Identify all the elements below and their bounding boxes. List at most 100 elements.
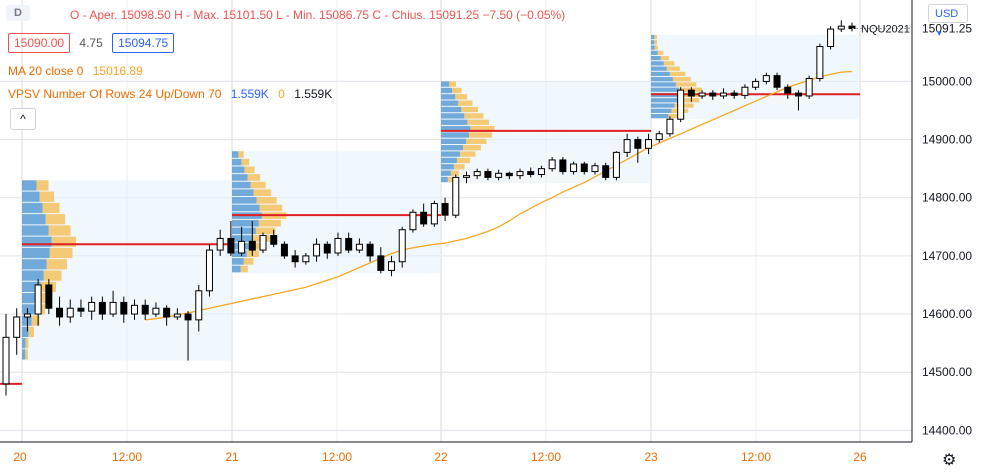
candle-body: [730, 92, 738, 96]
x-tick-label: 23: [644, 450, 658, 464]
volume-bar-up: [22, 247, 50, 259]
x-tick-label: 12:00: [322, 450, 352, 464]
gear-icon[interactable]: ⚙: [942, 452, 957, 469]
candle-body: [495, 172, 503, 178]
volume-bar-up: [441, 145, 463, 151]
candle-body: [56, 307, 64, 318]
candle-body: [34, 284, 42, 315]
volume-bar-up: [232, 265, 241, 273]
candle-body: [259, 235, 267, 251]
volume-bar-up: [441, 151, 460, 157]
candle-body: [623, 139, 631, 153]
candle-body: [634, 139, 642, 149]
last-price-label: 15091.25: [922, 21, 972, 35]
candle-body: [355, 243, 363, 251]
candle-body: [388, 261, 396, 271]
currency-select[interactable]: USD ▾: [928, 4, 968, 38]
candle-body: [816, 46, 824, 80]
volume-bar-up: [441, 113, 465, 119]
volume-bar-down: [241, 158, 250, 166]
candle-body: [827, 28, 835, 48]
candle-body: [645, 139, 653, 149]
volume-bar-down: [469, 132, 492, 138]
candle-body: [677, 89, 685, 120]
volume-bar-up: [651, 45, 655, 50]
ohlc-legend: O - Aper. 15098.50 H - Max. 15101.50 L -…: [70, 8, 565, 22]
candle-body: [441, 203, 449, 216]
x-tick-label: 21: [225, 450, 239, 464]
candle-body: [173, 313, 181, 318]
spread-value: 4.75: [79, 36, 103, 50]
volume-bar-down: [452, 87, 462, 94]
volume-bar-down: [256, 197, 277, 204]
x-tick-label: 12:00: [531, 450, 561, 464]
bid-price-box[interactable]: 15090.00: [8, 33, 71, 53]
volume-bar-down: [654, 34, 657, 40]
candle-body: [602, 165, 610, 178]
volume-bar-up: [22, 202, 43, 214]
ask-price-box[interactable]: 15094.75: [112, 33, 175, 53]
legend-collapse-button[interactable]: ^: [10, 108, 36, 130]
volume-bar-up: [232, 174, 248, 181]
candle-body: [505, 172, 513, 177]
volume-bar-down: [243, 258, 254, 265]
volume-bar-down: [455, 94, 468, 100]
interval-badge[interactable]: D: [6, 5, 30, 21]
vpsv-legend[interactable]: VPSV Number Of Rows 24 Up/Down 70 1.559K…: [8, 87, 332, 101]
volume-bar-down: [660, 55, 669, 61]
candle-body: [687, 89, 695, 97]
candle-body: [291, 255, 299, 263]
vpsv-value-3: 1.559K: [294, 87, 333, 101]
volume-bar-up: [651, 34, 655, 40]
volume-bar-up: [232, 197, 257, 204]
volume-bar-up: [22, 270, 44, 281]
volume-bar-up: [232, 166, 245, 174]
currency-label: USD: [935, 8, 959, 20]
volume-bar-up: [232, 151, 239, 158]
volume-bar-up: [22, 259, 47, 270]
volume-bar-up: [651, 113, 669, 119]
candle-body: [537, 168, 545, 175]
candle-body: [612, 151, 620, 178]
volume-bar-down: [51, 236, 77, 247]
candle-body: [23, 313, 31, 318]
candle-body: [709, 92, 717, 97]
volume-bar-up: [441, 87, 453, 94]
ma20-line: [145, 70, 853, 321]
volume-bar-down: [654, 45, 658, 50]
candle-body: [238, 240, 246, 254]
candle-body: [302, 255, 310, 263]
vpsv-value-1: 1.559K: [230, 87, 269, 101]
candle-body: [398, 229, 406, 263]
volume-bar-down: [458, 100, 473, 106]
volume-bar-up: [22, 214, 46, 225]
y-tick-label: 14600.00: [922, 307, 972, 321]
volume-bar-down: [657, 50, 664, 55]
volume-bar-up: [22, 191, 40, 202]
volume-bar-down: [37, 292, 51, 304]
volume-bar-down: [39, 191, 55, 202]
ma-legend[interactable]: MA 20 close 0 15016.89: [8, 64, 143, 78]
volume-bar-down: [246, 250, 259, 258]
volume-bar-down: [677, 98, 700, 103]
volume-bar-up: [441, 164, 454, 170]
volume-bar-up: [22, 236, 52, 247]
candle-body: [516, 171, 524, 177]
volume-bar-down: [49, 247, 73, 259]
volume-bar-up: [651, 87, 679, 92]
volume-bar-down: [240, 265, 248, 273]
volume-bar-down: [654, 40, 657, 45]
volume-bar-down: [31, 315, 40, 326]
candle-body: [334, 237, 342, 254]
x-tick-label: 20: [13, 450, 27, 464]
volume-bar-down: [255, 227, 276, 235]
volume-bar-down: [466, 138, 487, 145]
y-tick-label: 14900.00: [922, 133, 972, 147]
volume-bar-up: [651, 40, 655, 45]
candle-body: [377, 255, 385, 271]
y-tick-label: 14400.00: [922, 423, 972, 437]
candle-body: [527, 171, 535, 175]
y-tick-label: 14700.00: [922, 249, 972, 263]
